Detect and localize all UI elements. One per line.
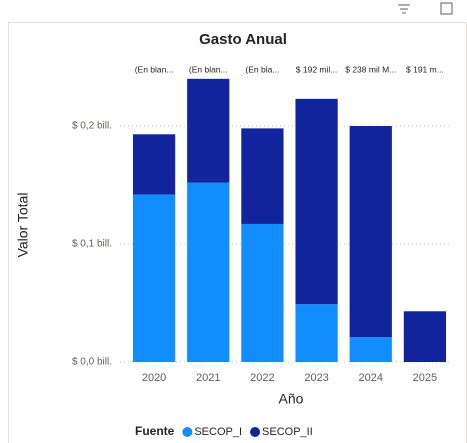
bar-segment [349,337,392,362]
bar-segment [295,304,338,362]
data-label: (En blan... [135,64,174,74]
y-tick-label: $ 0,1 bill. [72,239,112,250]
data-label: (En blan... [189,64,228,74]
data-label: $ 191 m... [406,64,444,74]
data-label: (En bla... [245,64,279,74]
data-label: $ 238 mil M... [345,64,396,74]
x-tick-label: 2021 [196,372,220,384]
bar-segment [349,126,392,338]
x-tick-label: 2020 [142,372,166,384]
legend-title: Fuente [135,424,175,438]
y-axis-title: Valor Total [15,193,31,258]
bar-segment [241,223,284,362]
legend-label: SECOP_I [194,426,242,438]
chart-title: Gasto Anual [199,31,287,48]
header-icons[interactable] [398,2,453,15]
x-tick-label: 2025 [413,372,437,384]
bar-segment [403,311,447,362]
bar-segment [187,182,230,362]
x-tick-label: 2022 [250,372,274,384]
x-axis-title: Año [279,391,304,407]
legend-marker [250,427,261,437]
bar-segment [132,134,176,195]
data-label: $ 192 mil... [296,64,338,74]
x-tick-label: 2024 [359,372,383,384]
y-tick-label: $ 0,2 bill. [72,121,112,132]
visual-border [8,22,467,443]
bar-segment [187,78,230,183]
bar-segment [295,98,338,305]
legend-marker [182,427,193,437]
bar-segment [241,128,284,224]
legend-label: SECOP_II [262,426,313,438]
x-tick-label: 2023 [304,372,328,384]
y-tick-label: $ 0,0 bill. [72,357,112,368]
bar-segment [132,194,176,362]
